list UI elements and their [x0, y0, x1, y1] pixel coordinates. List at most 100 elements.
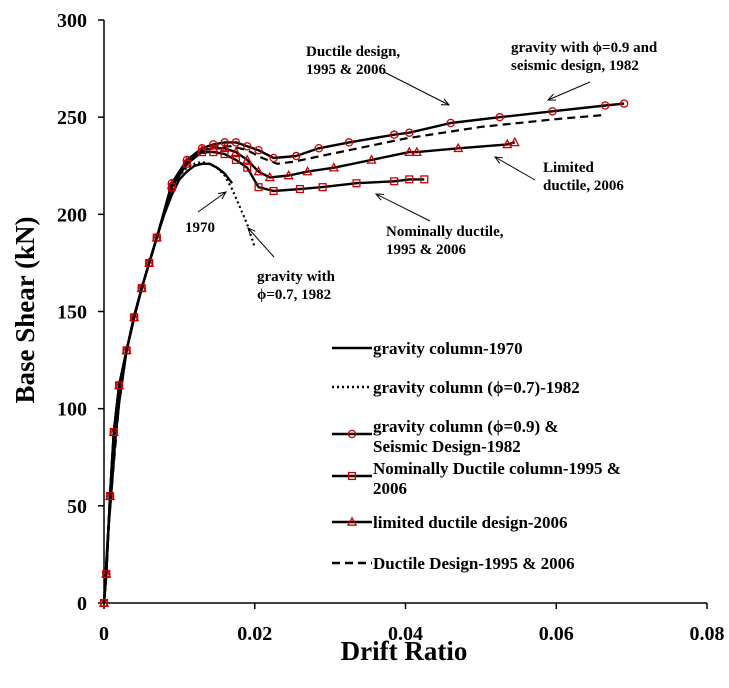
- data-point-marker: [209, 148, 218, 157]
- data-point-marker: [197, 148, 207, 157]
- data-point-marker: [269, 186, 278, 196]
- annotation-arrow-line: [547, 81, 591, 101]
- data-point-marker: [109, 427, 118, 437]
- data-point-marker: [405, 128, 414, 137]
- data-point-marker: [495, 112, 504, 122]
- data-point-marker: [254, 145, 263, 155]
- data-point-marker: [502, 138, 513, 149]
- data-point-marker: [130, 313, 139, 322]
- data-point-marker: [242, 142, 252, 151]
- annotation-text: Nominally ductile,: [386, 224, 504, 240]
- series-nominally-ductile-column-1995-2006: [99, 148, 429, 608]
- data-point-marker: [389, 130, 399, 139]
- y-tick-label: 50: [67, 496, 87, 518]
- data-point-marker: [105, 492, 115, 501]
- data-point-marker: [411, 146, 422, 156]
- legend-label: limited ductile design-2006: [373, 513, 568, 532]
- data-point-marker: [264, 171, 275, 182]
- legend-entry: gravity column-1970: [332, 339, 523, 358]
- annotation-text: gravity with ϕ=0.9 and: [511, 40, 658, 56]
- legend: gravity column-1970 gravity column (ϕ=0.7…: [332, 339, 621, 573]
- legend-swatch-marker: [346, 516, 358, 526]
- data-point-marker: [446, 118, 455, 128]
- legend-label: Nominally Ductile column-1995 & 2006: [373, 459, 621, 498]
- data-point-marker: [405, 175, 414, 184]
- data-point-marker: [182, 159, 191, 168]
- data-point-marker: [230, 146, 241, 156]
- annotation-arrow-head: [493, 156, 504, 164]
- data-point-marker: [344, 138, 354, 147]
- annotation-text: ϕ=0.7, 1982: [257, 287, 331, 303]
- x-axis-title: Drift Ratio: [341, 636, 468, 666]
- data-point-marker: [366, 154, 377, 164]
- x-tick-label: 0.06: [539, 623, 574, 645]
- data-point-marker: [600, 101, 610, 110]
- data-point-marker: [314, 144, 324, 153]
- data-point-marker: [220, 138, 229, 147]
- series-line: [102, 160, 256, 604]
- annotation-arrow-line: [247, 227, 275, 258]
- data-point-marker: [253, 166, 264, 176]
- data-point-marker: [102, 569, 111, 578]
- annotation-arrow-head: [218, 191, 227, 200]
- annotation-text: Ductile design,: [306, 44, 400, 60]
- legend-swatch-marker: [347, 471, 357, 481]
- series-line: [102, 150, 425, 604]
- data-point-marker: [509, 136, 520, 147]
- data-point-marker: [231, 138, 241, 147]
- data-point-marker: [291, 151, 301, 161]
- annotation: Limited ductile, 2006: [493, 156, 624, 194]
- y-tick-label: 300: [57, 10, 87, 32]
- data-point-marker: [404, 146, 415, 156]
- series-group: [98, 99, 629, 608]
- data-point-marker: [548, 107, 557, 116]
- data-point-marker: [420, 175, 429, 184]
- x-tick-label: 0.04: [388, 623, 423, 645]
- y-tick-label: 200: [57, 204, 87, 226]
- annotation-arrow-head: [440, 98, 451, 106]
- legend-entry: gravity column (ϕ=0.7)-1982: [332, 378, 580, 397]
- data-point-marker: [352, 179, 361, 188]
- legend-entry: Ductile Design-1995 & 2006: [332, 554, 575, 573]
- y-tick-label: 150: [57, 302, 87, 324]
- y-tick-label: 250: [57, 107, 87, 129]
- series-gravity-column-0-7-1982: [102, 160, 256, 604]
- legend-label: gravity column-1970: [373, 339, 523, 358]
- data-point-marker: [243, 163, 252, 172]
- y-tick-label: 0: [77, 593, 87, 615]
- data-point-marker: [269, 153, 278, 163]
- annotation-text: 1970: [185, 220, 215, 236]
- annotation: Nominally ductile, 1995 & 2006: [374, 193, 504, 258]
- legend-label: gravity column (ϕ=0.9) & Seismic Design-1…: [373, 417, 559, 456]
- x-tick-label: 0.02: [237, 623, 272, 645]
- annotation-text: 1995 & 2006: [306, 62, 386, 78]
- legend-label: gravity column (ϕ=0.7)-1982: [373, 378, 580, 397]
- legend-entry: Nominally Ductile column-1995 & 2006: [332, 459, 621, 498]
- data-point-marker: [115, 381, 124, 390]
- data-point-marker: [152, 233, 161, 242]
- x-tick-label: 0.08: [690, 623, 725, 645]
- data-point-marker: [122, 346, 131, 355]
- data-point-marker: [219, 142, 230, 153]
- annotation-text: gravity with: [257, 269, 336, 285]
- annotation-arrow-head: [546, 93, 557, 101]
- y-tick-label: 100: [57, 399, 87, 421]
- annotation-text: seismic design, 1982: [511, 58, 639, 74]
- legend-entry: gravity column (ϕ=0.9) & Seismic Design-1…: [332, 417, 559, 456]
- legend-swatch-marker: [347, 429, 357, 439]
- data-point-marker: [242, 154, 253, 164]
- legend-label: Ductile Design-1995 & 2006: [373, 554, 575, 573]
- annotation: gravity with ϕ=0.9 and seismic design, 19…: [511, 40, 658, 101]
- annotation-arrow-line: [197, 191, 227, 213]
- annotation: 1970: [185, 191, 227, 236]
- data-point-marker: [220, 150, 229, 159]
- data-point-marker: [390, 177, 399, 186]
- annotation-text: Limited: [543, 160, 594, 176]
- annotation-arrow-line: [375, 193, 431, 222]
- data-point-marker: [328, 162, 339, 172]
- data-point-marker: [254, 183, 263, 192]
- annotation: gravity with ϕ=0.7, 1982: [247, 227, 336, 303]
- annotation-arrow-line: [383, 71, 450, 106]
- legend-entry: limited ductile design-2006: [332, 513, 568, 532]
